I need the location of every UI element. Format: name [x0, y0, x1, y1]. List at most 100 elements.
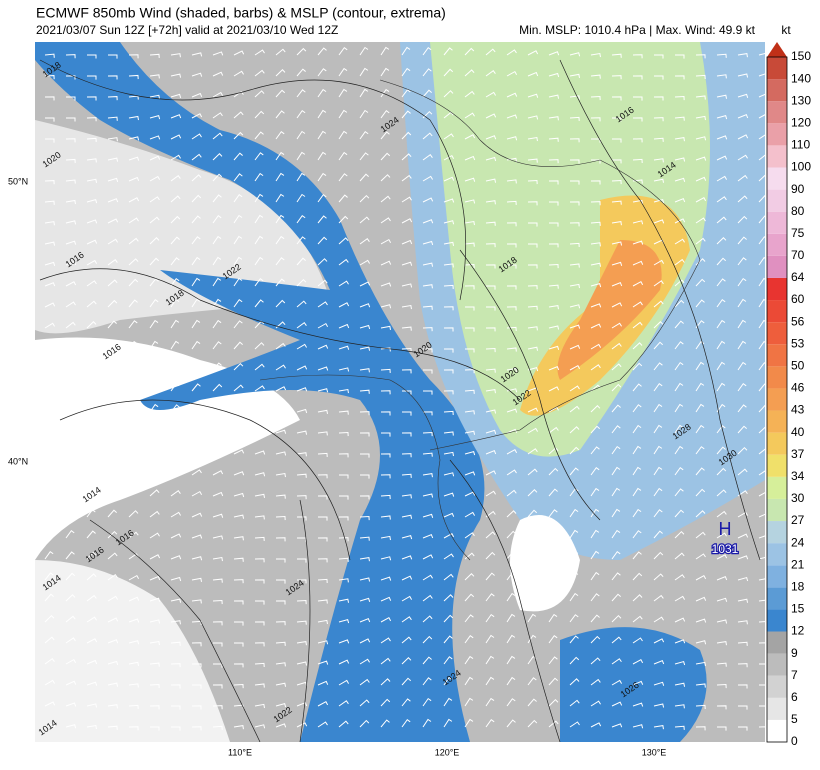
- wind-barb: [695, 278, 706, 287]
- wind-barb: [317, 258, 328, 266]
- wind-barb: [296, 387, 308, 392]
- wind-barb: [191, 663, 202, 668]
- wind-barb: [422, 513, 434, 518]
- colorbar-segment: [767, 587, 787, 610]
- colorbar-label: 18: [791, 579, 805, 593]
- wind-barb: [611, 529, 621, 539]
- wind-barb: [170, 174, 181, 182]
- wind-barb: [569, 138, 580, 143]
- wind-barb: [569, 283, 580, 289]
- wind-barb: [338, 474, 349, 479]
- colorbar-label: 30: [791, 491, 805, 505]
- wind-barb: [674, 54, 685, 59]
- wind-barb: [170, 511, 182, 518]
- wind-barb: [632, 702, 644, 707]
- wind-barb: [443, 573, 454, 581]
- wind-barb: [485, 510, 496, 518]
- wind-barb: [485, 91, 497, 98]
- wind-barb: [170, 93, 182, 99]
- wind-barb: [317, 47, 327, 56]
- wind-barb: [338, 516, 349, 521]
- colorbar-segment: [767, 101, 787, 124]
- wind-barb: [254, 558, 265, 563]
- wind-barb: [149, 94, 161, 99]
- wind-barb: [191, 577, 202, 582]
- wind-barb: [359, 618, 371, 623]
- wind-barb: [422, 473, 433, 478]
- wind-barb: [380, 195, 391, 203]
- wind-barb: [359, 474, 370, 479]
- wind-barb: [359, 432, 370, 437]
- wind-barb: [380, 282, 392, 287]
- wind-barb: [86, 300, 97, 308]
- wind-barb: [44, 445, 54, 455]
- wind-barb: [44, 383, 55, 392]
- wind-barb: [443, 553, 454, 560]
- wind-barb: [590, 593, 600, 602]
- wind-barb: [569, 263, 580, 268]
- wind-barb: [464, 177, 476, 182]
- wind-barb: [737, 257, 747, 266]
- wind-barb: [128, 640, 140, 645]
- wind-barb: [485, 221, 496, 226]
- wind-barb: [170, 382, 180, 392]
- wind-barb: [44, 117, 55, 122]
- wind-barb: [422, 154, 433, 161]
- wind-barb: [695, 115, 706, 121]
- wind-barb: [191, 153, 202, 161]
- wind-barb: [695, 156, 707, 161]
- wind-barb: [128, 683, 139, 688]
- wind-barb: [422, 554, 434, 560]
- wind-barb: [569, 344, 581, 350]
- wind-barb: [674, 660, 686, 666]
- wind-barb: [758, 134, 765, 140]
- wind-barb: [359, 719, 370, 728]
- wind-barb: [170, 446, 181, 455]
- wind-barb: [149, 467, 160, 476]
- wind-barb: [716, 532, 727, 539]
- wind-barb: [464, 263, 475, 269]
- wind-barb: [674, 488, 684, 497]
- wind-barb: [485, 348, 496, 353]
- wind-barb: [86, 616, 97, 623]
- wind-barb: [569, 678, 580, 686]
- high-value: 1031: [712, 542, 739, 556]
- wind-barb: [212, 491, 224, 497]
- wind-barb: [443, 154, 455, 161]
- wind-barb: [233, 725, 244, 730]
- wind-barb: [191, 174, 202, 182]
- wind-barb: [254, 110, 265, 119]
- wind-barb: [422, 635, 433, 644]
- wind-barb: [359, 536, 370, 541]
- wind-barb: [758, 642, 765, 644]
- colorbar-segment: [767, 498, 787, 522]
- wind-barb: [65, 487, 75, 497]
- wind-barb: [611, 614, 622, 623]
- wind-barb: [485, 48, 496, 56]
- wind-barb: [443, 327, 454, 332]
- wind-barb: [275, 621, 286, 626]
- wind-barb: [318, 516, 328, 521]
- wind-barb: [695, 320, 705, 329]
- wind-barb: [548, 159, 559, 164]
- wind-barb: [422, 197, 434, 203]
- wind-barb: [296, 722, 308, 728]
- wind-barb: [506, 530, 517, 539]
- wind-barb: [128, 574, 140, 581]
- wind-barb: [65, 117, 76, 122]
- wind-barb: [506, 136, 518, 141]
- wind-barb: [401, 347, 412, 353]
- wind-barb: [191, 277, 201, 287]
- wind-barb: [317, 194, 327, 203]
- wind-barb: [359, 389, 370, 394]
- wind-barb: [233, 406, 244, 413]
- wind-barb: [65, 466, 75, 476]
- wind-barb: [212, 153, 223, 161]
- wind-barb: [422, 452, 433, 457]
- wind-barb: [506, 469, 517, 476]
- wind-barb: [443, 133, 454, 140]
- wind-barb: [275, 48, 286, 56]
- wind-barb: [338, 173, 348, 182]
- wind-barb: [464, 327, 475, 332]
- wind-barb: [695, 704, 706, 710]
